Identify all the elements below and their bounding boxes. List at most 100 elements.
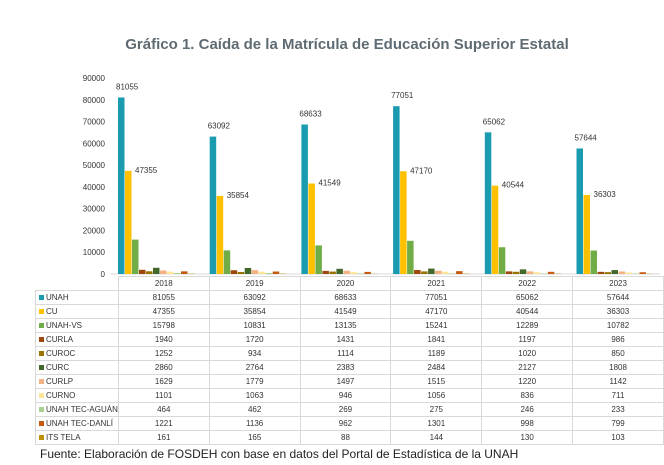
- series-label: ITS TELA: [35, 430, 119, 445]
- bar-cu-2023: [583, 194, 590, 274]
- bar-curla-2023: [597, 271, 604, 274]
- bar-curc-2021: [428, 268, 435, 274]
- table-cell: 1142: [572, 374, 664, 389]
- table-cell: 47170: [390, 304, 483, 319]
- table-row: UNAH TEC-DANLÍ 1221 1136 962 1301 998 799: [35, 416, 664, 431]
- table-cell: 35854: [208, 304, 301, 319]
- table-cell: 65062: [481, 290, 574, 305]
- data-label-unah: 57644: [575, 133, 598, 142]
- table-cell: 711: [572, 388, 664, 403]
- bar-unah-tec-agu-n-2018: [174, 272, 181, 274]
- table-header-year: 2021: [390, 276, 483, 291]
- y-tick-label: 30000: [83, 205, 106, 214]
- bar-unah-2021: [393, 106, 400, 274]
- bar-cu-2022: [491, 185, 499, 274]
- bar-unah-vs-2018: [132, 239, 139, 274]
- table-row: UNAH-VS 15798 10831 13135 15241 12289 10782: [35, 318, 664, 333]
- table-cell: 130: [481, 430, 574, 445]
- table-cell: 41549: [299, 304, 392, 319]
- table-cell: 68633: [299, 290, 392, 305]
- legend-swatch-icon: [39, 407, 44, 413]
- bar-cu-2018: [125, 170, 132, 274]
- table-cell: 1221: [117, 416, 210, 431]
- legend-swatch-icon: [39, 337, 44, 343]
- series-label: UNAH TEC-AGUÁN: [35, 402, 119, 417]
- table-cell: 2484: [390, 360, 483, 375]
- legend-swatch-icon: [39, 435, 44, 441]
- bar-unah-tec-agu-n-2023: [632, 273, 639, 274]
- bar-chart: 0 10000 20000 30000 40000 50000 60000 70000 8000…: [83, 74, 660, 279]
- bar-curno-2019: [258, 271, 266, 274]
- data-label-unah: 81055: [116, 82, 139, 91]
- bar-curlp-2022: [526, 271, 534, 274]
- y-tick-label: 0: [101, 270, 106, 279]
- table-cell: 88: [299, 430, 392, 445]
- legend-swatch-icon: [39, 365, 44, 371]
- table-cell: 275: [390, 402, 483, 417]
- table-header-year: 2022: [481, 276, 574, 291]
- y-tick-label: 50000: [83, 161, 106, 170]
- table-cell: 40544: [481, 304, 574, 319]
- bar-unah-tec-agu-n-2020: [357, 273, 364, 274]
- table-cell: 1779: [208, 374, 301, 389]
- y-tick-label: 40000: [83, 183, 106, 192]
- bar-curla-2018: [139, 269, 146, 274]
- bar-curlp-2019: [251, 270, 259, 274]
- table-row: ITS TELA 161 165 88 144 130 103: [35, 430, 664, 445]
- table-cell: 462: [208, 402, 301, 417]
- data-label-unah: 68633: [299, 110, 322, 119]
- bar-curlp-2018: [160, 270, 167, 274]
- bar-unah-tec-agu-n-2019: [265, 272, 273, 274]
- table-cell: 81055: [117, 290, 210, 305]
- source-note: Fuente: Elaboración de FOSDEH con base e…: [40, 447, 519, 461]
- data-label-cu: 47355: [135, 166, 158, 175]
- table-cell: 1020: [481, 346, 574, 361]
- table-row: UNAH 81055 63092 68633 77051 65062 57644: [35, 290, 664, 305]
- table-cell: 1114: [299, 346, 392, 361]
- bar-unah-vs-2019: [223, 250, 231, 274]
- table-cell: 836: [481, 388, 574, 403]
- bar-curoc-2020: [329, 271, 336, 274]
- table-cell: 246: [481, 402, 574, 417]
- bar-curoc-2018: [146, 271, 153, 274]
- series-label: UNAH-VS: [35, 318, 119, 333]
- bar-curc-2022: [519, 269, 527, 274]
- table-cell: 2127: [481, 360, 574, 375]
- table-cell: 1056: [390, 388, 483, 403]
- table-cell: 1136: [208, 416, 301, 431]
- bar-unah-2018: [118, 97, 125, 274]
- bar-curc-2023: [611, 270, 618, 274]
- data-label-unah: 77051: [391, 91, 414, 100]
- bar-curla-2022: [505, 271, 513, 274]
- bar-curoc-2021: [421, 271, 428, 274]
- table-cell: 1808: [572, 360, 664, 375]
- table-cell: 1101: [117, 388, 210, 403]
- bar-curla-2021: [414, 269, 421, 274]
- table-row: CU 47355 35854 41549 47170 40544 36303: [35, 304, 664, 319]
- table-cell: 1841: [390, 332, 483, 347]
- bar-curc-2020: [336, 268, 343, 274]
- bar-unah-tec-danl--2021: [456, 271, 463, 274]
- bar-unah-tec-agu-n-2022: [540, 273, 548, 274]
- data-label-cu: 47170: [410, 166, 433, 175]
- bar-cu-2020: [308, 183, 315, 274]
- series-label: UNAH: [35, 290, 119, 305]
- legend-swatch-icon: [39, 379, 44, 385]
- y-tick-label: 20000: [83, 226, 106, 235]
- table-cell: 1252: [117, 346, 210, 361]
- table-cell: 12289: [481, 318, 574, 333]
- table-cell: 1497: [299, 374, 392, 389]
- data-label-cu: 36303: [594, 190, 617, 199]
- data-label-unah: 63092: [208, 122, 231, 131]
- table-row: CURLP 1629 1779 1497 1515 1220 1142: [35, 374, 664, 389]
- table-cell: 144: [390, 430, 483, 445]
- series-label: CUROC: [35, 346, 119, 361]
- bar-curoc-2022: [512, 271, 520, 274]
- table-cell: 161: [117, 430, 210, 445]
- bar-curla-2019: [230, 270, 238, 274]
- bar-curlp-2023: [618, 271, 625, 274]
- table-row: CUROC 1252 934 1114 1189 1020 850: [35, 346, 664, 361]
- table-cell: 1940: [117, 332, 210, 347]
- bar-curoc-2023: [604, 272, 611, 274]
- bar-curno-2020: [350, 271, 357, 274]
